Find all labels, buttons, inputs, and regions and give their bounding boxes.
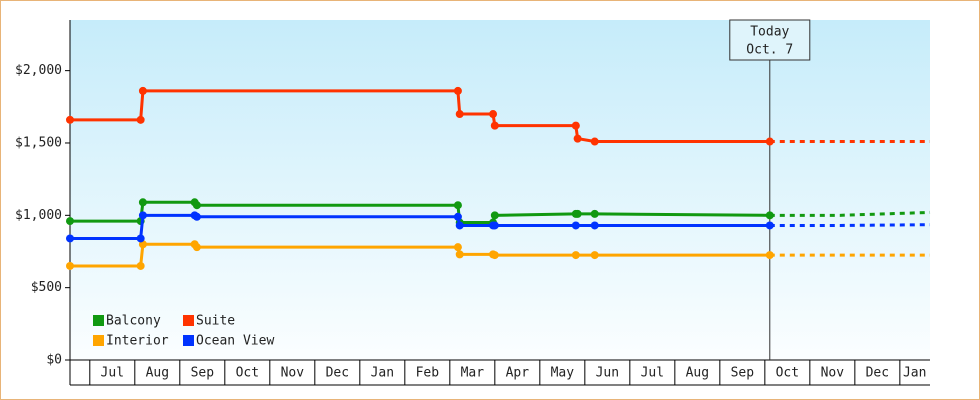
x-tick-label: Oct <box>776 366 799 381</box>
price-point <box>765 211 774 220</box>
legend-swatch <box>183 335 194 346</box>
price-point <box>571 251 580 260</box>
legend-swatch <box>93 335 104 346</box>
x-tick-label: Jun <box>596 366 619 381</box>
price-point <box>590 251 599 260</box>
layer: $0 $500 $1,000 $1,500 $2,000 Jul Aug Sep Oct Nov D… <box>15 19 931 386</box>
price-point <box>138 86 147 95</box>
price-point <box>136 234 145 243</box>
x-tick-label: Mar <box>461 366 485 381</box>
price-point <box>590 137 599 146</box>
legend-swatch <box>93 315 104 326</box>
price-point <box>136 261 145 270</box>
price-point <box>66 234 74 243</box>
price-point <box>490 121 499 130</box>
x-tick-label: Sep <box>731 366 755 381</box>
plot-area <box>70 20 930 360</box>
x-tick-label: Aug <box>146 366 169 381</box>
price-point <box>765 221 774 230</box>
today-label: Today <box>750 25 789 40</box>
price-point <box>192 201 201 210</box>
price-point <box>192 243 201 252</box>
today-label: Oct. 7 <box>746 43 793 58</box>
x-tick-label: Dec <box>326 366 349 381</box>
price-point <box>573 134 582 143</box>
x-tick-label: Aug <box>686 366 709 381</box>
x-tick-label: Jul <box>641 366 664 381</box>
legend-label: Balcony <box>106 314 161 329</box>
price-point <box>455 110 464 119</box>
price-point <box>490 251 499 260</box>
y-tick-label: $1,500 <box>15 135 62 150</box>
x-tick-label: May <box>551 366 575 381</box>
x-tick-label: Nov <box>281 366 305 381</box>
price-point <box>453 86 462 95</box>
y-tick-label: $2,000 <box>15 63 62 78</box>
x-tick-label: Oct <box>236 366 259 381</box>
price-point <box>573 209 582 218</box>
x-tick-label: Feb <box>416 366 440 381</box>
price-point <box>490 211 499 220</box>
price-point <box>490 221 499 230</box>
today-box <box>729 19 811 61</box>
price-point <box>590 221 599 230</box>
x-tick-label: Nov <box>821 366 845 381</box>
price-point <box>138 198 147 207</box>
x-tick-label: Jul <box>101 366 124 381</box>
price-point <box>455 221 464 230</box>
price-point <box>453 243 462 252</box>
price-point <box>765 137 774 146</box>
legend-label: Suite <box>196 314 235 329</box>
price-point <box>66 115 74 124</box>
price-point <box>66 217 74 226</box>
price-point <box>590 209 599 218</box>
forecast-line <box>769 210 931 217</box>
y-tick-label: $500 <box>31 280 62 295</box>
price-point <box>489 110 498 119</box>
price-point <box>453 212 462 221</box>
price-point <box>571 221 580 230</box>
x-tick-label: Apr <box>506 366 530 381</box>
x-tick-label: Jan <box>371 366 394 381</box>
x-tick-label: Dec <box>866 366 889 381</box>
price-point <box>571 121 580 130</box>
price-point <box>66 261 74 270</box>
x-tick-label: Sep <box>191 366 215 381</box>
price-point <box>765 251 774 260</box>
price-point <box>455 250 464 259</box>
legend-label: Ocean View <box>196 334 274 349</box>
price-point <box>453 201 462 210</box>
y-tick-label: $1,000 <box>15 208 62 223</box>
price-point <box>136 115 145 124</box>
legend-swatch <box>183 315 194 326</box>
legend-label: Interior <box>106 334 169 349</box>
forecast-line <box>769 223 931 227</box>
price-point <box>192 212 201 221</box>
x-tick-label: Jan <box>903 366 926 381</box>
y-tick-label: $0 <box>46 353 62 368</box>
price-point <box>138 211 147 220</box>
